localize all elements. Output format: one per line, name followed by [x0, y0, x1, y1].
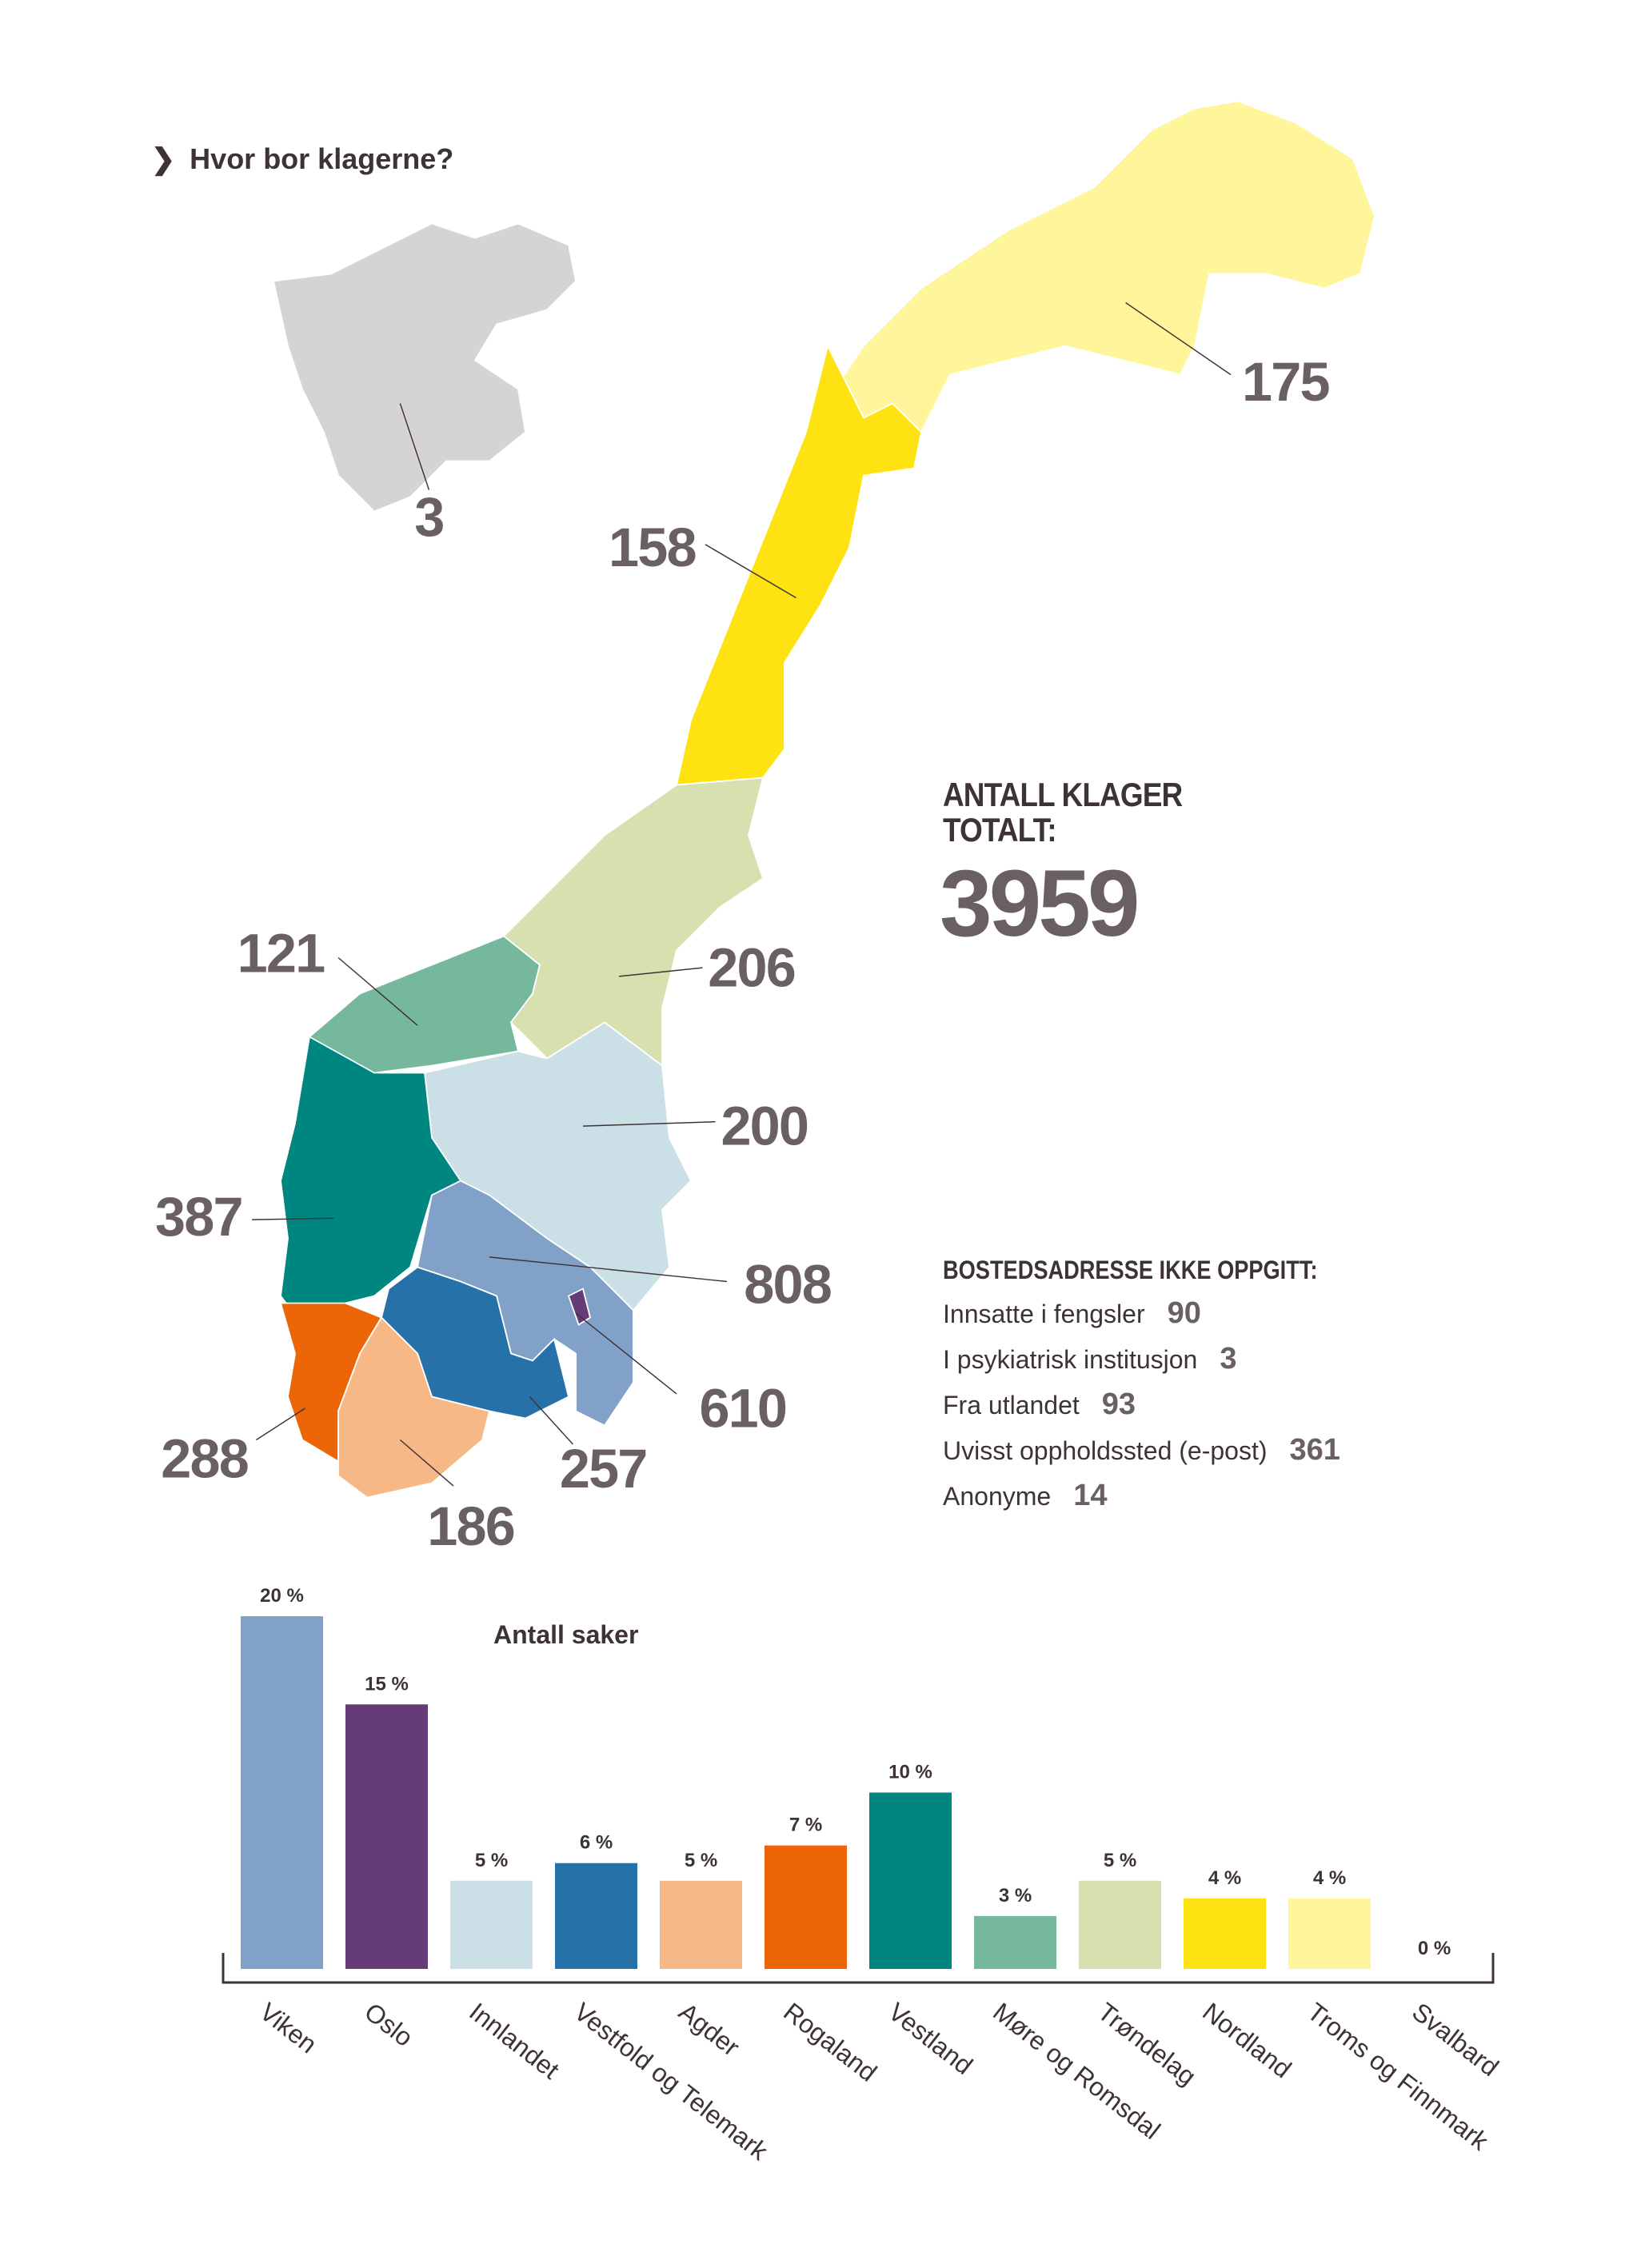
- item-value: 14: [1073, 1479, 1108, 1512]
- x-tick-label: Viken: [254, 1997, 322, 2058]
- region-value-viken: 808: [744, 1255, 831, 1316]
- region-value-vestfold-og-telemark: 257: [560, 1439, 647, 1499]
- leader-line: [337, 956, 418, 1026]
- x-tick-label: Vestland: [883, 1997, 978, 2080]
- data-label: 4 %: [1313, 1867, 1346, 1889]
- unknown-address-item: Fra utlandet 93: [943, 1388, 1383, 1422]
- x-tick-label: Oslo: [359, 1997, 418, 2052]
- region-value-oslo: 610: [699, 1378, 786, 1439]
- unknown-address-item: Innsatte i fengsler 90: [943, 1296, 1383, 1331]
- leader-line: [399, 403, 430, 490]
- bar: [765, 1845, 847, 1969]
- item-label: Anonyme: [943, 1482, 1052, 1511]
- unknown-address-list: BOSTEDSADRESSE IKKE OPPGITT: Innsatte i …: [943, 1256, 1383, 1513]
- leader-line: [256, 1408, 305, 1441]
- total-label-line1: ANTALL KLAGER: [943, 776, 1183, 813]
- item-value: 93: [1101, 1388, 1136, 1421]
- item-label: Innsatte i fengsler: [943, 1300, 1145, 1328]
- region-value-agder: 186: [427, 1496, 514, 1557]
- bar: [1288, 1898, 1371, 1969]
- bar: [345, 1704, 428, 1969]
- region-vestland: [280, 1036, 462, 1326]
- bar: [450, 1880, 533, 1969]
- page-title: ❯ Hvor bor klagerne?: [151, 142, 453, 176]
- leader-line: [399, 1439, 454, 1487]
- data-label: 4 %: [1208, 1867, 1241, 1889]
- bar: [241, 1616, 323, 1969]
- chart-title: Antall saker: [493, 1620, 638, 1649]
- chevron-right-icon: ❯: [151, 142, 176, 175]
- data-label: 6 %: [580, 1832, 613, 1854]
- x-tick-label: Agder: [673, 1997, 745, 2062]
- x-tick-label: Nordland: [1197, 1997, 1296, 2083]
- item-label: I psykiatrisk institusjon: [943, 1345, 1198, 1374]
- leader-line: [705, 544, 797, 599]
- total-value: 3959: [940, 851, 1140, 956]
- x-tick-label: Rogaland: [778, 1997, 882, 2087]
- leader-line: [1125, 301, 1232, 376]
- region-value-vestland: 387: [155, 1187, 242, 1248]
- region-value-rogaland: 288: [161, 1428, 248, 1489]
- data-label: 15 %: [365, 1673, 409, 1695]
- bar: [660, 1880, 742, 1969]
- leader-line: [618, 967, 703, 977]
- data-label: 7 %: [789, 1815, 822, 1836]
- unknown-address-item: Uvisst oppholdssted (e-post) 361: [943, 1433, 1383, 1467]
- region-nordland: [675, 343, 922, 786]
- bar: [1184, 1898, 1266, 1969]
- data-label: 0 %: [1418, 1938, 1451, 1959]
- region-oslo: [567, 1288, 592, 1326]
- unknown-address-heading: BOSTEDSADRESSE IKKE OPPGITT:: [943, 1256, 1318, 1284]
- region-value-nordland: 158: [609, 517, 696, 578]
- bar: [869, 1792, 952, 1969]
- data-label: 20 %: [260, 1585, 304, 1607]
- item-label: Uvisst oppholdssted (e-post): [943, 1436, 1268, 1465]
- unknown-address-item: Anonyme 14: [943, 1479, 1383, 1513]
- item-value: 90: [1167, 1296, 1201, 1330]
- leader-line: [575, 1312, 677, 1395]
- region-value-innlandet: 200: [721, 1096, 808, 1157]
- leader-line: [251, 1217, 334, 1220]
- total-label-line2: TOTALT:: [943, 811, 1057, 849]
- bar: [555, 1863, 637, 1969]
- region-value-svalbard: 3: [414, 487, 443, 548]
- leader-line: [582, 1120, 716, 1127]
- leader-line: [529, 1396, 573, 1445]
- data-label: 10 %: [888, 1762, 932, 1783]
- data-label: 5 %: [685, 1850, 717, 1871]
- bar: [974, 1915, 1056, 1969]
- x-tick-label: Vestfold og Telemark: [569, 1997, 774, 2166]
- item-value: 361: [1289, 1433, 1340, 1467]
- data-label: 5 %: [475, 1850, 508, 1871]
- bar: [1079, 1880, 1161, 1969]
- unknown-address-item: I psykiatrisk institusjon 3: [943, 1342, 1383, 1376]
- total-label: ANTALL KLAGER TOTALT:: [943, 776, 1183, 849]
- region-value-trøndelag: 206: [708, 938, 795, 999]
- x-tick-label: Innlandet: [464, 1997, 565, 2085]
- x-tick-label: Troms og Finnmark: [1302, 1997, 1495, 2156]
- title-text: Hvor bor klagerne?: [190, 142, 454, 175]
- item-value: 3: [1220, 1342, 1237, 1376]
- region-value-møre-og-romsdal: 121: [238, 924, 325, 984]
- region-value-troms-og-finnmark: 175: [1242, 352, 1329, 413]
- data-label: 3 %: [999, 1885, 1032, 1907]
- leader-line: [489, 1256, 728, 1283]
- x-axis: [222, 1953, 1495, 1984]
- region-svalbard: [272, 222, 577, 513]
- x-tick-label: Svalbard: [1407, 1997, 1504, 2082]
- data-label: 5 %: [1104, 1850, 1136, 1871]
- region-agder: [337, 1316, 491, 1499]
- item-label: Fra utlandet: [943, 1391, 1080, 1419]
